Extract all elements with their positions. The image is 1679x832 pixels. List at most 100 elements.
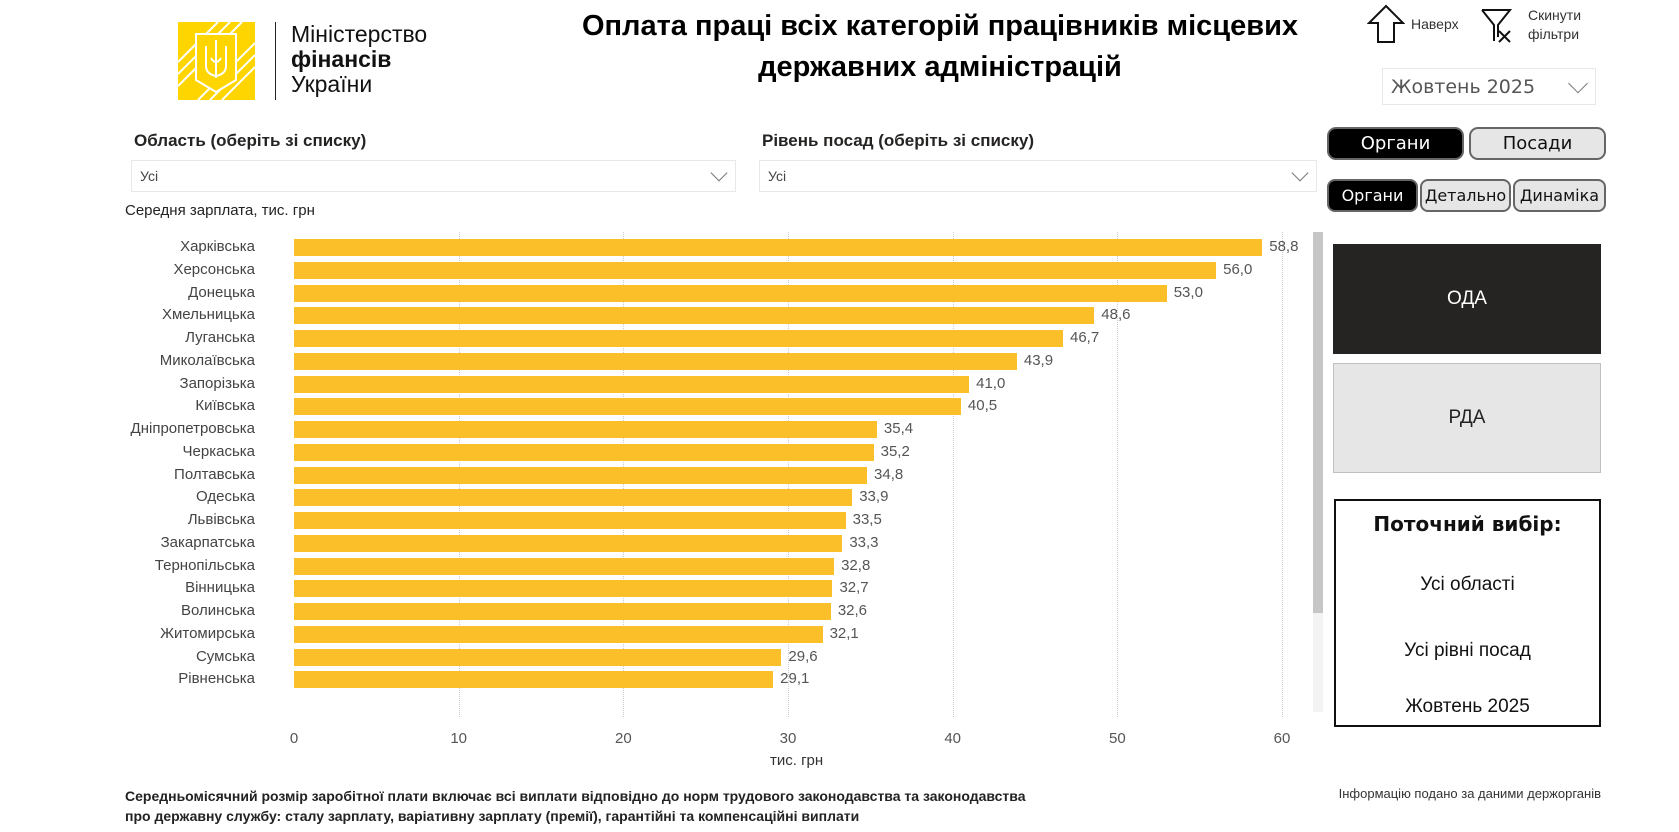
bar[interactable] [294, 603, 831, 620]
x-axis-title: тис. грн [770, 752, 824, 769]
x-tick-label: 10 [450, 730, 467, 747]
bar[interactable] [294, 466, 868, 484]
data-label: 33,9 [859, 488, 889, 506]
data-label: 32,6 [837, 602, 868, 619]
tab-organy[interactable]: Органи [1327, 127, 1464, 160]
rda-button[interactable]: РДА [1333, 363, 1601, 473]
arrow-up-icon [1367, 4, 1405, 43]
footnote-line-1: Середньомісячний розмір заробітної плати… [125, 788, 1026, 804]
gridline [952, 232, 954, 717]
data-label: 29,6 [788, 647, 818, 665]
data-label: 46,7 [1069, 329, 1100, 346]
level-dropdown[interactable]: Усі [759, 160, 1317, 192]
scrollbar-thumb[interactable] [1313, 232, 1323, 613]
data-label: 32,1 [829, 624, 859, 642]
ministry-logo [178, 22, 255, 100]
category-label: Тернопільська [154, 556, 255, 574]
category-label: Черкаська [182, 442, 255, 460]
x-tick-label: 60 [1273, 730, 1291, 747]
region-dropdown[interactable]: Усі [131, 160, 736, 192]
logo-line-2: фінансів [291, 46, 392, 72]
period-dropdown[interactable]: Жовтень 2025 [1382, 68, 1596, 105]
data-label: 34,8 [874, 465, 904, 483]
category-label: Запорізька [179, 374, 255, 392]
chart-title: Середня зарплата, тис. грн [125, 202, 315, 219]
bar[interactable] [294, 239, 1263, 256]
ministry-name: Міністерство фінансів України [291, 22, 427, 97]
bar[interactable] [294, 261, 1217, 279]
tab-posady[interactable]: Посади [1469, 127, 1606, 160]
x-tick-label: 40 [944, 730, 961, 747]
bar[interactable] [294, 307, 1095, 325]
bar[interactable] [294, 671, 774, 689]
bar[interactable] [294, 443, 874, 461]
subtab-organy[interactable]: Органи [1327, 179, 1418, 212]
page-title: Оплата праці всіх категорій працівників … [581, 10, 1299, 83]
data-label: 33,5 [852, 511, 882, 528]
level-value: Усі [768, 168, 787, 184]
footnote-line-2: про державну службу: сталу зарплату, вар… [125, 808, 860, 824]
category-label: Луганська [185, 329, 255, 346]
region-value: Усі [140, 168, 159, 184]
x-tick-label: 50 [1108, 730, 1126, 747]
reset-filters-button[interactable]: Скинути фільтри [1480, 4, 1600, 46]
selected-period: Жовтень 2025 [1405, 696, 1530, 717]
bar[interactable] [294, 375, 970, 393]
data-label: 43,9 [1023, 351, 1054, 369]
data-label: 40,5 [967, 397, 998, 415]
category-label: Одеська [196, 488, 255, 506]
current-selection-title: Поточний вибір: [1373, 512, 1562, 536]
x-tick-label: 0 [289, 730, 299, 747]
oda-button[interactable]: ОДА [1333, 244, 1601, 354]
selected-level: Усі рівні посад [1404, 640, 1531, 661]
chevron-down-icon [710, 164, 728, 182]
gridline [1117, 232, 1119, 717]
bar[interactable] [294, 557, 835, 575]
data-label: 33,3 [849, 533, 879, 551]
logo-line-3: України [291, 71, 373, 97]
filter-clear-icon [1481, 9, 1513, 43]
data-label: 35,2 [880, 442, 910, 460]
period-value: Жовтень 2025 [1391, 75, 1536, 98]
reset-filters-label: Скинути фільтри [1528, 6, 1581, 44]
bar[interactable] [294, 489, 853, 507]
level-filter-label: Рівень посад (оберіть зі списку) [762, 131, 1034, 150]
current-selection-card: Поточний вибір: Усі області Усі рівні по… [1334, 499, 1601, 727]
category-label: Львівська [187, 511, 255, 528]
data-label: 32,7 [839, 579, 869, 597]
chevron-down-icon [1291, 164, 1309, 182]
bar[interactable] [294, 580, 833, 598]
bar[interactable] [294, 284, 1167, 302]
footnote: Середньомісячний розмір заробітної плати… [125, 786, 1025, 826]
bar[interactable] [294, 398, 961, 416]
category-label: Полтавська [174, 465, 255, 483]
back-to-top-button[interactable]: Наверх [1367, 4, 1472, 44]
bar[interactable] [294, 352, 1017, 370]
bar[interactable] [294, 330, 1063, 347]
bar[interactable] [294, 534, 843, 552]
gridline [1282, 232, 1283, 717]
reset-label-line-2: фільтри [1528, 26, 1580, 42]
bar[interactable] [294, 625, 823, 643]
subtab-dynamika[interactable]: Динаміка [1513, 179, 1606, 212]
chevron-down-icon [1568, 73, 1588, 93]
data-label: 48,6 [1101, 306, 1131, 324]
region-filter-label: Область (оберіть зі списку) [134, 131, 367, 150]
category-label: Київська [195, 397, 255, 415]
category-label: Дніпропетровська [130, 420, 255, 437]
bar[interactable] [294, 512, 846, 529]
category-label: Вінницька [185, 579, 255, 597]
subtab-detalno[interactable]: Детально [1420, 179, 1511, 212]
category-label: Харківська [180, 238, 255, 255]
category-label: Волинська [181, 602, 255, 619]
bar[interactable] [294, 648, 782, 666]
data-source-note: Інформацію подано за даними держорганів [1338, 786, 1601, 801]
logo-line-1: Міністерство [291, 21, 428, 47]
bar[interactable] [294, 421, 877, 438]
category-label: Рівненська [178, 670, 255, 688]
category-label: Житомирська [160, 624, 255, 642]
logo-divider [275, 22, 276, 100]
category-label: Херсонська [173, 260, 255, 278]
chart-scrollbar[interactable] [1313, 232, 1323, 712]
selected-region: Усі області [1420, 574, 1515, 595]
